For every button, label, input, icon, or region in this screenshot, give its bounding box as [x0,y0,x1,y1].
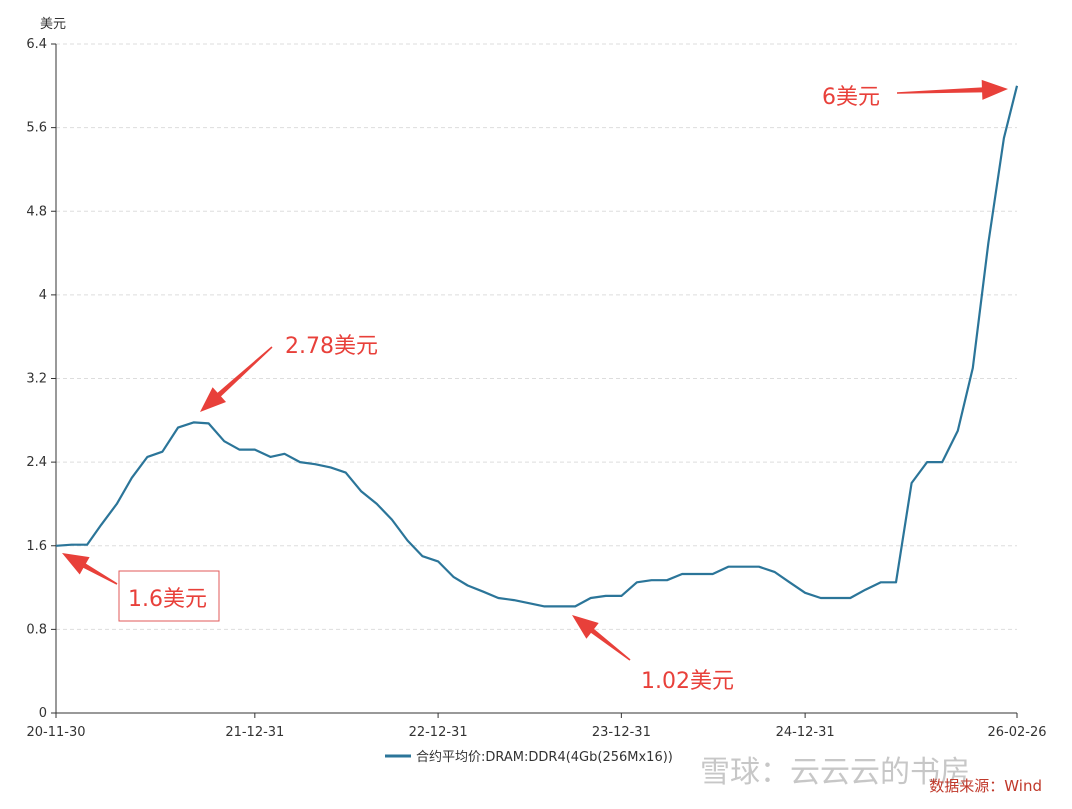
y-tick-label: 4 [39,288,47,303]
x-tick-label: 20-11-30 [26,725,85,740]
legend[interactable]: 合约平均价:DRAM:DDR4(4Gb(256Mx16)) [385,750,673,765]
y-axis: 0 0.8 1.6 2.4 3.2 4 4.8 5.6 6.4 [26,37,57,721]
annotation-arrow-icon [200,346,273,412]
annotation-3: 6美元 [822,79,1008,110]
annotation-1: 2.78美元 [200,334,378,412]
watermark-text: 雪球：云云云的书房 [700,755,970,790]
x-tick-label: 26-02-26 [987,725,1046,740]
grid-lines [56,43,1017,630]
annotation-2: 1.02美元 [572,615,734,694]
y-tick-label: 6.4 [26,37,47,52]
x-axis: 20-11-30 21-12-31 22-12-31 23-12-31 24-12-31… [26,712,1047,740]
annotations-layer: 1.6美元 2.78美元 1.02美元 6美元 [62,79,1008,694]
annotation-arrow-icon [572,615,631,661]
y-tick-label: 5.6 [26,121,47,136]
y-tick-label: 0.8 [26,622,47,637]
price-series-line [55,85,1019,608]
annotation-arrow-icon [897,79,1008,100]
annotation-label: 1.02美元 [641,669,734,694]
annotation-label: 2.78美元 [285,334,378,359]
annotation-label: 6美元 [822,85,880,110]
annotation-box [118,570,220,622]
source-text: 数据来源：Wind [929,777,1042,795]
series-layer [55,85,1019,608]
y-tick-label: 2.4 [26,455,47,470]
y-tick-label: 3.2 [26,372,47,387]
annotation-label: 1.6美元 [128,587,207,612]
legend-label: 合约平均价:DRAM:DDR4(4Gb(256Mx16)) [416,750,673,765]
x-tick-label: 23-12-31 [592,725,651,740]
y-tick-label: 4.8 [26,204,47,219]
y-tick-label: 1.6 [26,539,47,554]
x-tick-label: 21-12-31 [225,725,284,740]
annotation-arrow-icon [62,553,118,585]
y-unit-label: 美元 [40,17,66,32]
x-tick-label: 24-12-31 [776,725,835,740]
x-tick-label: 22-12-31 [409,725,468,740]
annotation-0: 1.6美元 [62,553,220,622]
y-tick-label: 0 [39,706,47,721]
